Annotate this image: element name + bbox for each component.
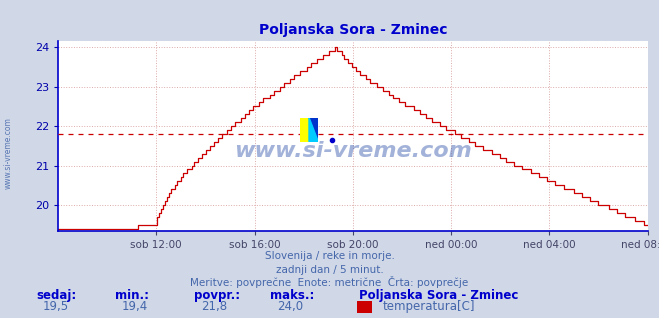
Text: 24,0: 24,0 [277,300,303,313]
Polygon shape [309,118,318,142]
Text: temperatura[C]: temperatura[C] [382,300,474,313]
Text: zadnji dan / 5 minut.: zadnji dan / 5 minut. [275,265,384,274]
Polygon shape [309,118,318,142]
Text: maks.:: maks.: [270,289,314,302]
Text: www.si-vreme.com: www.si-vreme.com [4,117,13,189]
Text: Poljanska Sora - Zminec: Poljanska Sora - Zminec [359,289,519,302]
Text: Slovenija / reke in morje.: Slovenija / reke in morje. [264,251,395,261]
Bar [300,118,309,142]
Text: Meritve: povprečne  Enote: metrične  Črta: povprečje: Meritve: povprečne Enote: metrične Črta:… [190,276,469,288]
Text: 19,5: 19,5 [43,300,69,313]
Text: sedaj:: sedaj: [36,289,76,302]
Title: Poljanska Sora - Zminec: Poljanska Sora - Zminec [258,24,447,38]
Text: 21,8: 21,8 [201,300,227,313]
Text: povpr.:: povpr.: [194,289,241,302]
Text: 19,4: 19,4 [122,300,148,313]
Text: min.:: min.: [115,289,150,302]
Text: www.si-vreme.com: www.si-vreme.com [234,141,472,161]
Bar [309,118,314,142]
